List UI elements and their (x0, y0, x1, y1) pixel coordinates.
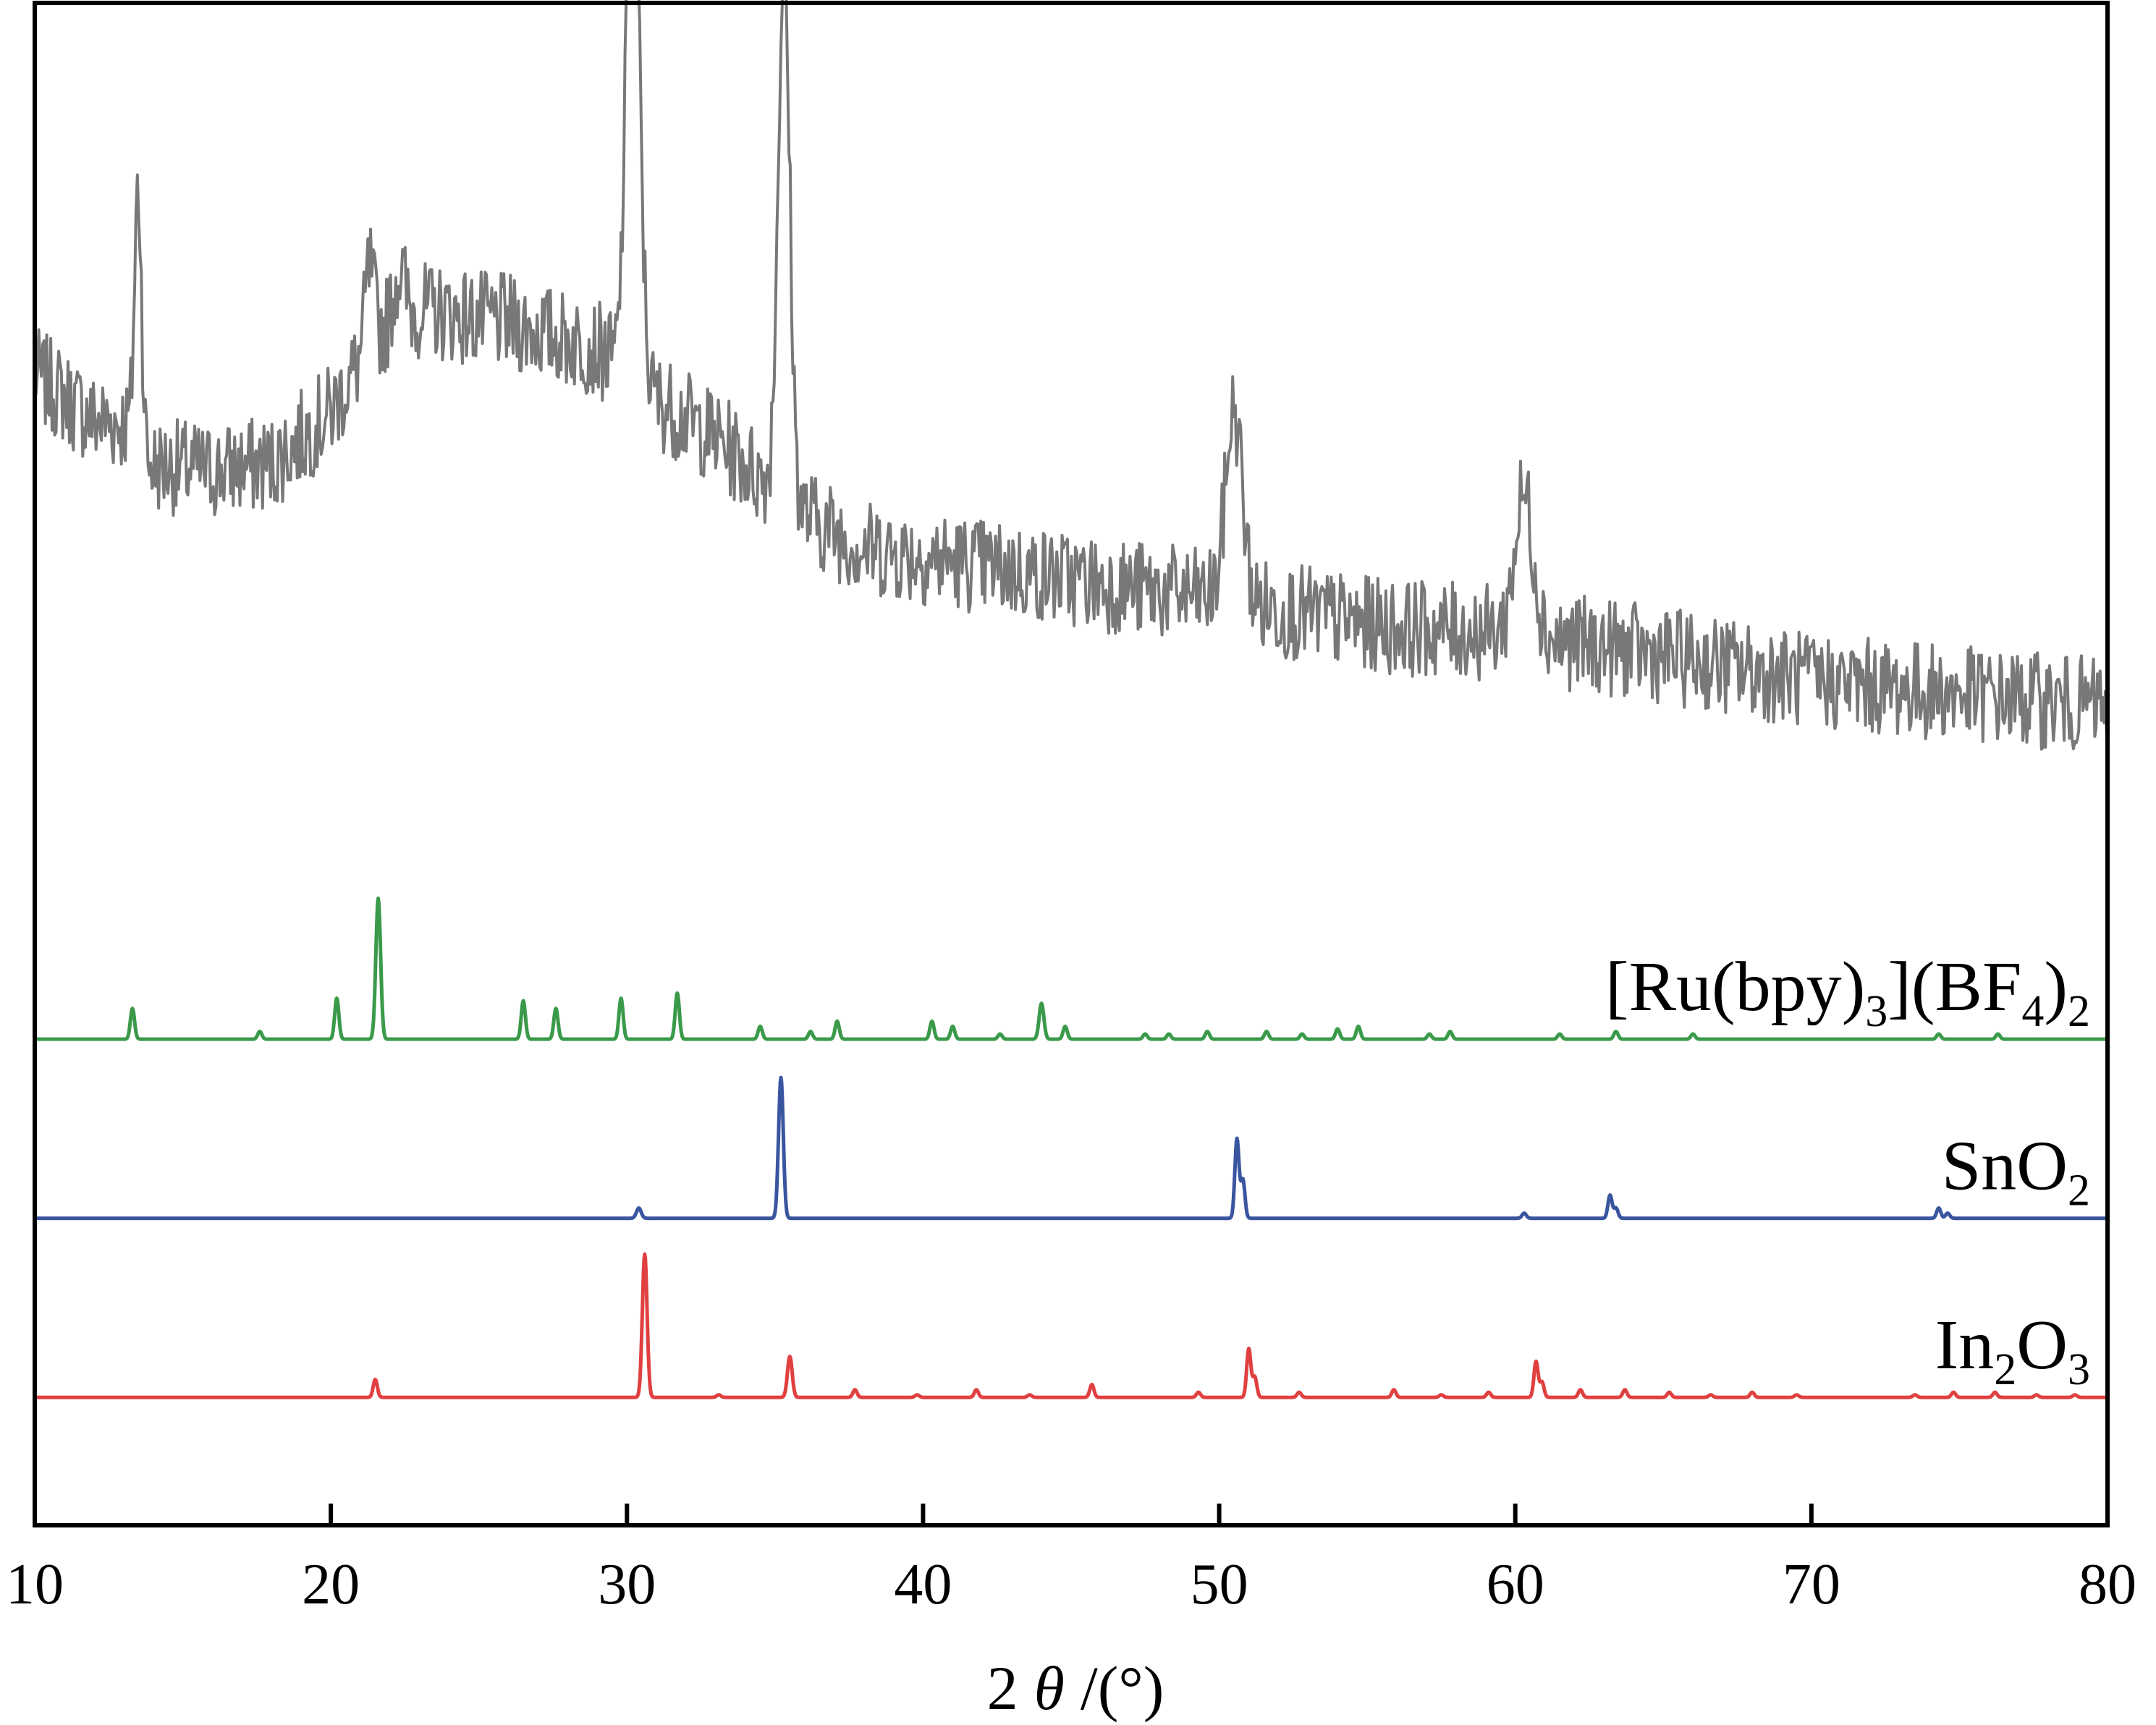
x-tick-label-40: 40 (894, 1553, 952, 1616)
x-tick-label-70: 70 (1783, 1553, 1840, 1616)
x-tick-label-30: 30 (598, 1553, 656, 1616)
series-label-part: In (1935, 1306, 1995, 1384)
series-layer (33, 0, 2109, 1399)
series-line-0 (33, 0, 2108, 751)
series-line-3 (33, 1252, 2109, 1399)
x-tick-label-20: 20 (302, 1553, 360, 1616)
series-label-1: [Ru(bpy)3](BF4)2 (1605, 948, 2090, 1036)
x-tick-label-50: 50 (1191, 1553, 1248, 1616)
x-tick-label-10: 10 (6, 1553, 64, 1616)
x-axis-tick-labels: 10 20 30 40 50 60 70 80 (6, 1553, 2136, 1616)
series-label-part: SnO (1942, 1127, 2068, 1205)
x-axis-title-suffix: /(°) (1081, 1653, 1164, 1723)
x-tick-label-80: 80 (2079, 1553, 2136, 1616)
x-axis-title-symbol: θ (1034, 1653, 1065, 1723)
series-line-1 (33, 897, 2109, 1041)
series-label-3: In2O3 (1935, 1306, 2090, 1394)
series-label-part: 4 (2021, 987, 2044, 1036)
series-label-part: 2 (2068, 1166, 2090, 1216)
series-label-part: 2 (2068, 987, 2090, 1036)
x-axis-title-prefix: 2 (987, 1653, 1018, 1723)
series-label-part: [Ru(bpy) (1605, 948, 1865, 1026)
series-label-part: ](BF (1887, 948, 2021, 1026)
series-label-part: 3 (2068, 1345, 2090, 1394)
plot-frame (33, 1, 2110, 1527)
series-label-part: ) (2044, 948, 2068, 1026)
series-label-part: O (2016, 1306, 2068, 1384)
x-tick-label-60: 60 (1487, 1553, 1544, 1616)
x-axis-ticks (33, 1504, 2110, 1525)
series-label-2: SnO2 (1942, 1127, 2090, 1216)
x-axis-title: 2 θ/(°) (987, 1653, 1164, 1723)
series-label-part: 3 (1865, 987, 1887, 1036)
series-line-2 (33, 1075, 2109, 1221)
series-label-part: 2 (1994, 1345, 2016, 1394)
